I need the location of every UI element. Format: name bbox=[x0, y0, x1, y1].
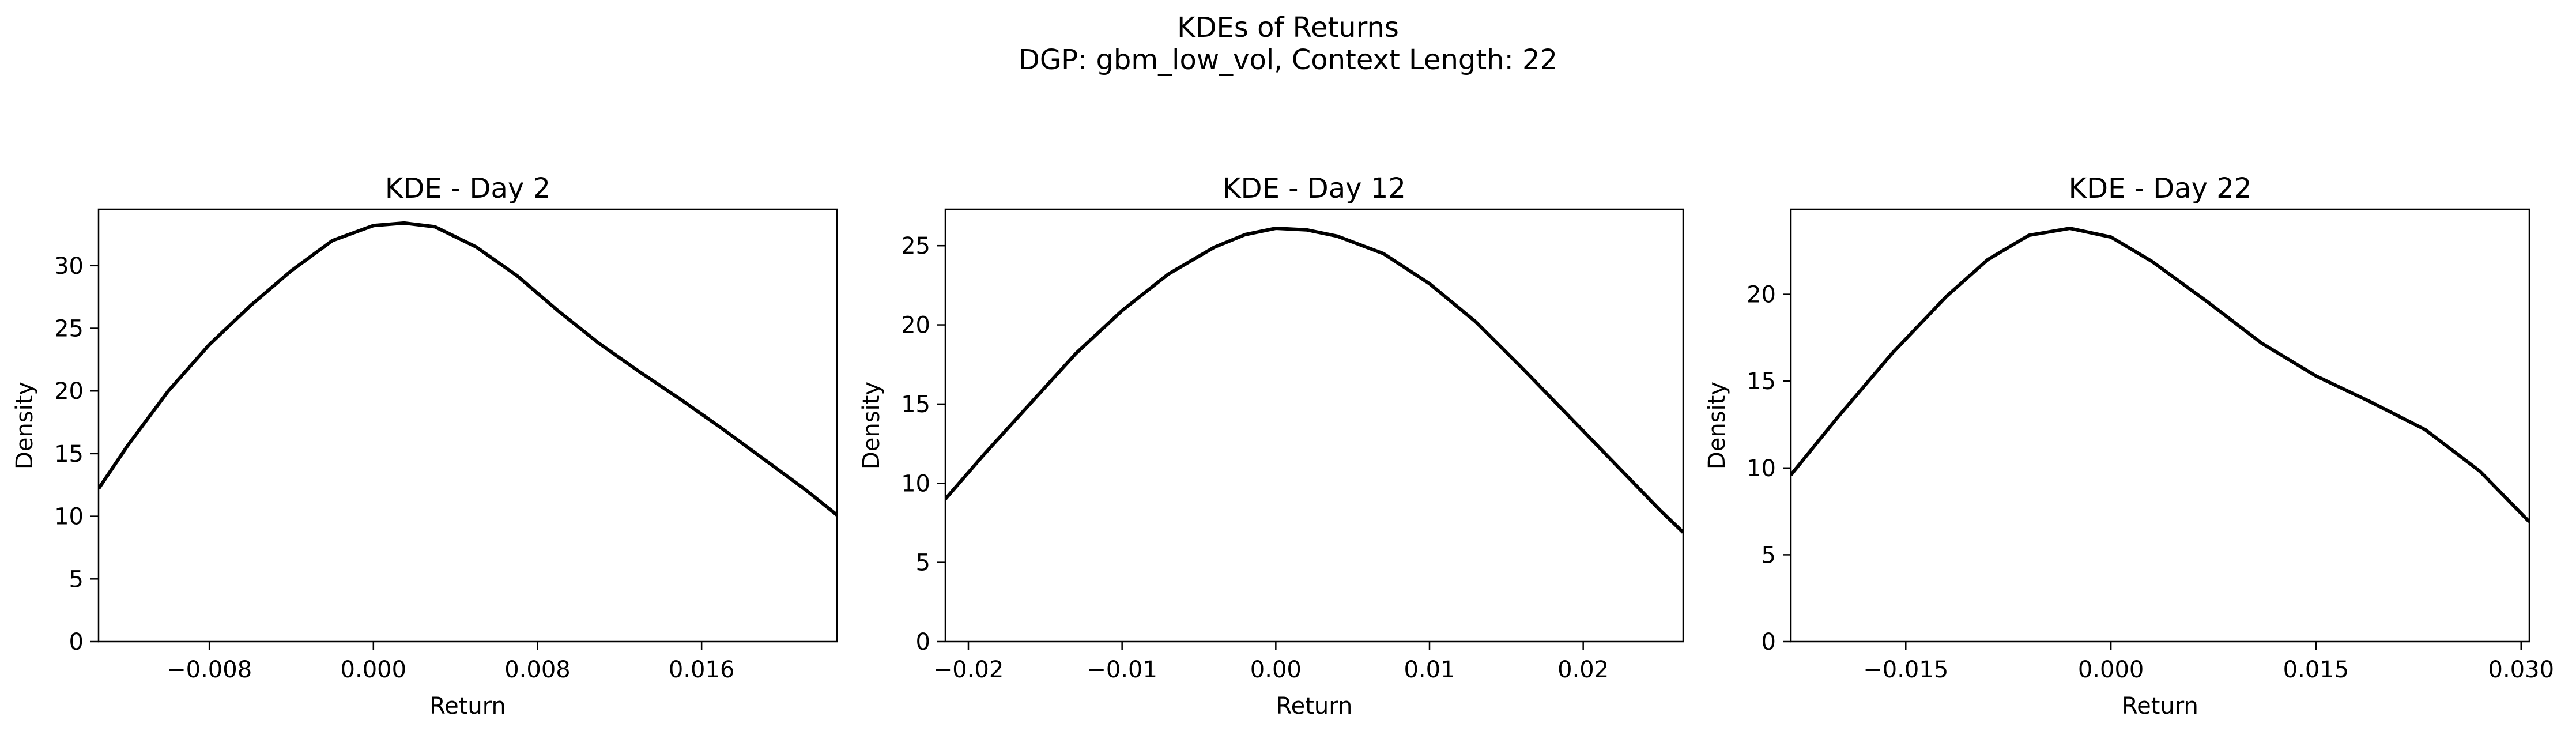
subplot-2: −0.02 −0.01 0.00 0.01 0.02 0 5 10 15 20 25 KDE - Da… bbox=[858, 172, 1684, 719]
figure-title: KDEs of Returns bbox=[1177, 12, 1399, 44]
x-tick-label: −0.02 bbox=[933, 657, 1004, 683]
x-tick-label: 0.015 bbox=[2283, 657, 2349, 683]
x-axis-label: Return bbox=[2122, 693, 2198, 719]
x-tick-label: 0.01 bbox=[1404, 657, 1455, 683]
y-tick-label: 0 bbox=[1762, 629, 1776, 655]
y-tick-label: 0 bbox=[69, 629, 84, 655]
axes-frame bbox=[97, 208, 838, 643]
y-tick-label: 10 bbox=[54, 504, 84, 530]
y-axis-label: Density bbox=[12, 382, 38, 469]
axes-frame bbox=[944, 208, 1684, 643]
x-tick-label: −0.01 bbox=[1087, 657, 1157, 683]
x-axis-label: Return bbox=[429, 693, 506, 719]
subplot-1: −0.008 0.000 0.008 0.016 0 5 10 15 20 25 30 KDE - D… bbox=[12, 172, 838, 719]
x-tick-label: −0.008 bbox=[167, 657, 252, 683]
y-tick-label: 15 bbox=[901, 391, 930, 418]
x-tick-label: 0.00 bbox=[1250, 657, 1302, 683]
x-tick-label: 0.016 bbox=[669, 657, 735, 683]
x-tick-label: 0.000 bbox=[341, 657, 407, 683]
y-tick-label: 10 bbox=[1747, 455, 1776, 482]
kde-curve bbox=[1791, 227, 2529, 523]
subplot-title: KDE - Day 2 bbox=[385, 172, 550, 205]
y-axis-label: Density bbox=[858, 382, 885, 469]
x-tick-label: 0.02 bbox=[1557, 657, 1609, 683]
x-tick-label: −0.015 bbox=[1863, 657, 1948, 683]
y-axis-label: Density bbox=[1704, 382, 1730, 469]
x-tick-label: 0.030 bbox=[2488, 657, 2555, 683]
y-tick-label: 5 bbox=[69, 566, 84, 593]
y-tick-label: 25 bbox=[901, 233, 930, 259]
y-tick-label: 15 bbox=[1747, 368, 1776, 395]
x-tick-label: 0.008 bbox=[504, 657, 571, 683]
subplot-3: −0.015 0.000 0.015 0.030 0 5 10 15 20 KDE - Day 2… bbox=[1704, 172, 2554, 719]
x-tick-label: 0.000 bbox=[2078, 657, 2144, 683]
x-axis-label: Return bbox=[1276, 693, 1353, 719]
y-tick-label: 20 bbox=[901, 312, 930, 339]
y-tick-label: 30 bbox=[54, 253, 84, 280]
kde-curve bbox=[945, 227, 1683, 534]
axes-frame bbox=[1790, 208, 2530, 643]
y-tick-label: 15 bbox=[54, 441, 84, 468]
subplot-title: KDE - Day 22 bbox=[2069, 172, 2252, 205]
subplot-title: KDE - Day 12 bbox=[1223, 172, 1406, 205]
y-tick-label: 5 bbox=[1762, 542, 1776, 568]
y-tick-label: 5 bbox=[916, 550, 930, 576]
figure-subtitle: DGP: gbm_low_vol, Context Length: 22 bbox=[1018, 44, 1558, 76]
y-tick-label: 20 bbox=[1747, 282, 1776, 308]
y-tick-label: 10 bbox=[901, 470, 930, 497]
y-tick-label: 20 bbox=[54, 378, 84, 405]
kde-curve bbox=[99, 221, 837, 517]
y-tick-label: 0 bbox=[916, 629, 930, 655]
y-tick-label: 25 bbox=[54, 316, 84, 342]
